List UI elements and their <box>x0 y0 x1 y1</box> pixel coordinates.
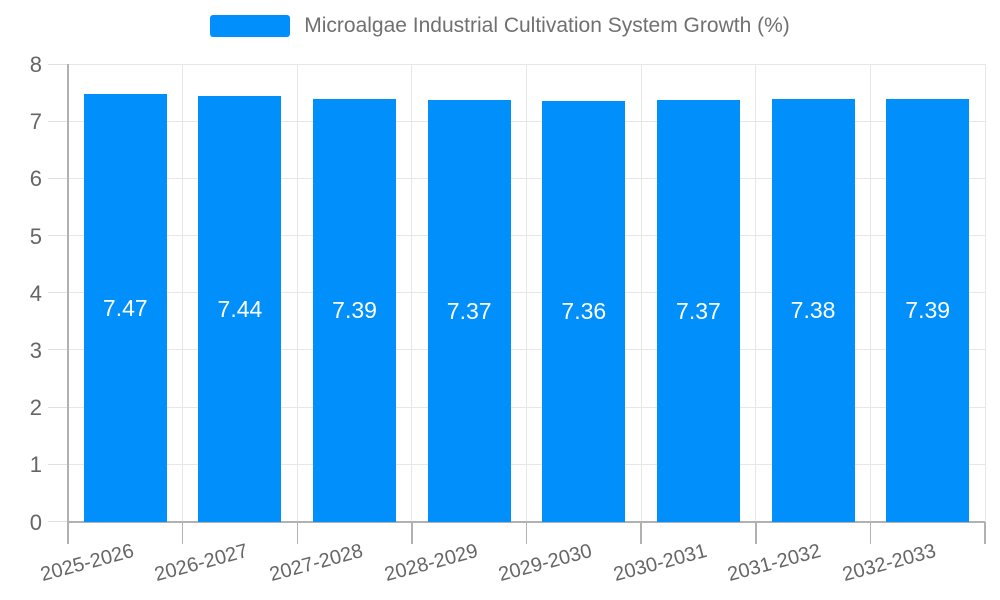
y-axis-tick <box>48 235 68 237</box>
bar[interactable] <box>313 98 397 522</box>
y-axis-tick-label: 1 <box>29 452 42 478</box>
bar-value-label: 7.37 <box>676 297 721 324</box>
bar-value-label: 7.39 <box>905 297 951 324</box>
x-axis-tick-label: 2030-2031 <box>611 539 710 586</box>
x-axis-tick-label: 2026-2027 <box>152 539 251 586</box>
y-axis-tick <box>48 349 68 351</box>
bar-value-label: 7.38 <box>790 297 836 324</box>
bar[interactable] <box>886 98 970 522</box>
bar-value-label: 7.39 <box>332 297 377 324</box>
y-axis-tick-label: 6 <box>29 166 42 192</box>
gridline-vertical <box>755 64 757 522</box>
legend-item[interactable]: Microalgae Industrial Cultivation System… <box>210 14 790 38</box>
y-axis-tick <box>48 63 68 65</box>
gridline-vertical <box>411 64 413 522</box>
y-axis-tick-label: 7 <box>29 109 42 135</box>
x-axis-tick-label: 2031-2032 <box>725 539 824 586</box>
bar-value-label: 7.37 <box>446 297 492 324</box>
gridline-vertical <box>296 64 298 522</box>
x-axis-tick-label: 2028-2029 <box>381 539 480 586</box>
gridline-vertical <box>526 64 527 522</box>
x-axis-tick <box>296 521 298 544</box>
x-axis-tick <box>640 521 642 544</box>
gridline-vertical <box>182 64 184 522</box>
y-axis-tick-label: 0 <box>29 509 42 535</box>
y-axis-line <box>67 64 69 544</box>
y-axis-tick <box>48 406 68 408</box>
y-axis-tick-label: 4 <box>29 280 42 306</box>
x-axis-tick-label: 2025-2026 <box>37 539 137 586</box>
bar[interactable] <box>198 96 282 522</box>
bar[interactable] <box>656 100 740 522</box>
plot-area: 0 1 2 3 4 5 6 7 8 7.47 7.44 7.39 7.37 7.36 7.37 7.38 7.3… <box>30 54 986 586</box>
legend: Microalgae Industrial Cultivation System… <box>0 14 1000 38</box>
y-axis-tick <box>48 463 68 465</box>
y-axis-tick <box>48 292 68 294</box>
y-axis-tick-label: 5 <box>29 223 42 249</box>
y-axis-tick <box>48 177 68 179</box>
bar-value-label: 7.44 <box>217 295 263 322</box>
bar-value-label: 7.36 <box>561 298 607 325</box>
x-axis-tick <box>525 521 528 544</box>
x-axis-tick <box>984 521 986 544</box>
x-axis-tick <box>755 521 757 544</box>
x-axis-tick <box>181 521 184 544</box>
y-axis-tick-label: 3 <box>29 337 42 363</box>
bar[interactable] <box>542 100 626 522</box>
legend-marker-swatch <box>210 15 291 37</box>
gridline-vertical <box>984 64 986 522</box>
y-axis-tick-label: 2 <box>29 395 42 421</box>
bar-value-label: 7.47 <box>102 294 148 321</box>
bar[interactable] <box>771 99 855 522</box>
x-axis-tick-label: 2029-2030 <box>496 539 595 586</box>
gridline-vertical <box>869 64 871 522</box>
x-axis-tick-label: 2032-2033 <box>840 539 939 586</box>
x-axis-tick <box>869 521 872 544</box>
bar[interactable] <box>427 100 511 522</box>
legend-label: Microalgae Industrial Cultivation System… <box>304 14 790 37</box>
x-axis-tick <box>411 521 413 544</box>
x-axis-tick-label: 2027-2028 <box>267 539 366 586</box>
bar[interactable] <box>83 94 167 522</box>
gridline-vertical <box>640 64 642 522</box>
y-axis-tick-label: 8 <box>29 52 42 77</box>
y-axis-tick <box>48 120 68 122</box>
x-axis-tick <box>67 521 69 544</box>
y-axis-tick <box>48 521 68 522</box>
